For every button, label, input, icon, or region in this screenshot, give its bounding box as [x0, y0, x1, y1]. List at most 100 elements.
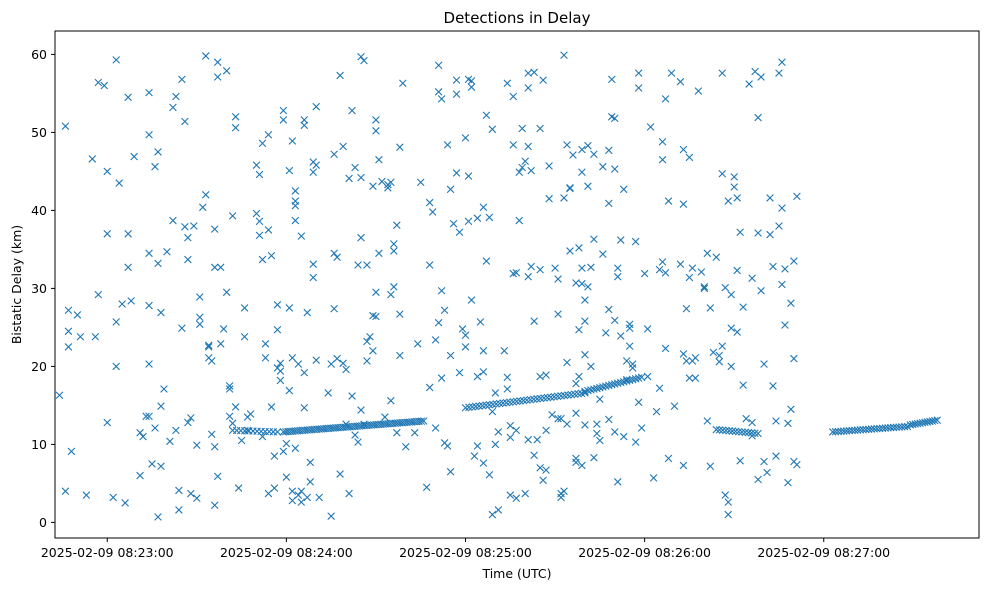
- data-point-marker: [190, 222, 198, 230]
- data-point-marker: [575, 372, 583, 381]
- data-point-marker: [625, 342, 634, 350]
- data-point-marker: [587, 386, 595, 394]
- data-point-marker: [715, 357, 724, 366]
- data-point-marker: [616, 236, 625, 244]
- data-point-marker: [721, 283, 730, 292]
- data-point-marker: [763, 468, 771, 477]
- data-point-marker: [900, 422, 909, 431]
- data-point-marker: [560, 51, 568, 59]
- data-point-marker: [670, 402, 679, 410]
- data-point-marker: [605, 199, 613, 208]
- data-point-marker: [375, 249, 383, 258]
- data-point-marker: [584, 386, 592, 395]
- data-point-marker: [506, 433, 515, 442]
- data-point-marker: [619, 432, 628, 441]
- data-point-marker: [470, 452, 479, 460]
- data-point-marker: [309, 273, 318, 282]
- data-point-marker: [479, 347, 488, 355]
- data-point-marker: [166, 437, 174, 446]
- data-point-marker: [351, 163, 359, 172]
- data-point-marker: [225, 385, 234, 393]
- data-point-marker: [157, 462, 165, 471]
- data-point-marker: [285, 304, 294, 312]
- data-point-marker: [530, 317, 538, 325]
- data-point-marker: [718, 169, 727, 178]
- data-point-marker: [605, 415, 613, 424]
- data-point-marker: [330, 150, 338, 159]
- data-point-marker: [291, 216, 300, 225]
- data-point-marker: [461, 343, 470, 351]
- data-point-marker: [258, 255, 267, 264]
- data-point-marker: [255, 231, 264, 240]
- data-point-marker: [703, 249, 712, 258]
- data-point-marker: [566, 183, 574, 192]
- data-point-marker: [724, 510, 733, 519]
- data-point-marker: [282, 439, 291, 448]
- data-point-marker: [184, 255, 192, 264]
- data-point-marker: [688, 264, 697, 272]
- data-point-marker: [503, 79, 512, 88]
- data-point-marker: [327, 512, 335, 520]
- data-point-marker: [751, 67, 759, 76]
- data-point-marker: [145, 412, 153, 421]
- data-point-marker: [172, 92, 180, 101]
- data-point-marker: [619, 185, 628, 194]
- data-point-marker: [527, 262, 535, 271]
- data-point-marker: [500, 347, 509, 355]
- data-point-marker: [109, 493, 118, 502]
- data-point-marker: [512, 494, 521, 503]
- data-point-marker: [596, 395, 604, 403]
- data-point-marker: [443, 141, 452, 149]
- data-point-marker: [410, 428, 419, 437]
- data-point-marker: [366, 332, 374, 341]
- data-point-marker: [691, 374, 700, 382]
- data-point-marker: [297, 232, 306, 240]
- data-point-marker: [539, 476, 547, 485]
- data-point-marker: [747, 429, 756, 437]
- data-point-marker: [542, 426, 550, 435]
- data-point-marker: [413, 339, 422, 348]
- data-point-marker: [658, 155, 667, 164]
- data-point-marker: [207, 430, 216, 439]
- data-point-marker: [722, 426, 730, 435]
- data-point-marker: [521, 157, 529, 166]
- data-point-marker: [572, 409, 580, 417]
- data-point-marker: [446, 351, 455, 360]
- data-point-marker: [372, 127, 380, 135]
- data-point-marker: [452, 90, 461, 98]
- data-point-marker: [575, 325, 583, 334]
- data-point-marker: [625, 376, 634, 385]
- data-point-marker: [282, 473, 291, 481]
- data-point-marker: [222, 66, 231, 75]
- data-point-marker: [616, 378, 625, 387]
- data-point-marker: [387, 290, 395, 299]
- data-point-marker: [572, 458, 580, 467]
- x-tick-label: 2025-02-09 08:26:00: [578, 545, 711, 560]
- data-point-marker: [757, 286, 765, 295]
- data-point-marker: [210, 225, 219, 233]
- data-point-marker: [772, 417, 780, 425]
- data-point-marker: [593, 384, 601, 393]
- data-point-marker: [930, 416, 939, 425]
- data-point-marker: [933, 416, 941, 425]
- data-point-marker: [181, 117, 189, 126]
- data-point-marker: [55, 391, 64, 400]
- data-point-marker: [613, 264, 622, 272]
- data-point-marker: [581, 317, 589, 325]
- data-point-marker: [204, 341, 213, 350]
- data-point-marker: [739, 303, 747, 311]
- data-point-marker: [288, 487, 297, 495]
- y-tick-label: 0: [39, 515, 47, 530]
- data-point-marker: [590, 453, 598, 462]
- data-point-marker: [434, 61, 443, 70]
- data-point-marker: [584, 182, 592, 191]
- data-point-marker: [357, 233, 365, 242]
- data-point-marker: [599, 250, 607, 258]
- data-point-marker: [437, 286, 446, 295]
- data-point-marker: [754, 429, 762, 438]
- data-point-marker: [357, 52, 365, 61]
- data-point-marker: [655, 384, 664, 393]
- data-point-marker: [563, 420, 571, 428]
- data-point-marker: [599, 162, 607, 171]
- data-point-marker: [151, 162, 159, 171]
